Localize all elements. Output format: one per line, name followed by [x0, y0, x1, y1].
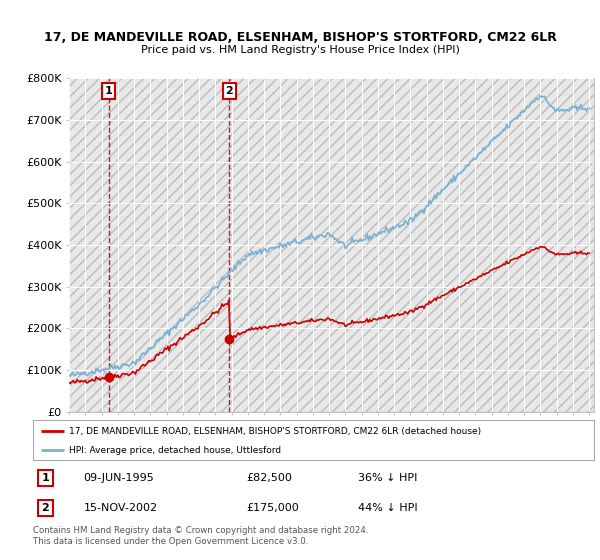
Text: 44% ↓ HPI: 44% ↓ HPI	[358, 503, 418, 513]
Text: 36% ↓ HPI: 36% ↓ HPI	[358, 473, 418, 483]
Text: 17, DE MANDEVILLE ROAD, ELSENHAM, BISHOP'S STORTFORD, CM22 6LR: 17, DE MANDEVILLE ROAD, ELSENHAM, BISHOP…	[44, 31, 556, 44]
Text: 1: 1	[105, 86, 113, 96]
Text: £82,500: £82,500	[246, 473, 292, 483]
Bar	[69, 78, 594, 412]
Text: 15-NOV-2002: 15-NOV-2002	[83, 503, 158, 513]
Text: 2: 2	[226, 86, 233, 96]
Text: 09-JUN-1995: 09-JUN-1995	[83, 473, 154, 483]
Text: 2: 2	[41, 503, 49, 513]
Text: Price paid vs. HM Land Registry's House Price Index (HPI): Price paid vs. HM Land Registry's House …	[140, 45, 460, 55]
Text: Contains HM Land Registry data © Crown copyright and database right 2024.
This d: Contains HM Land Registry data © Crown c…	[33, 526, 368, 546]
Text: £175,000: £175,000	[246, 503, 299, 513]
Text: 17, DE MANDEVILLE ROAD, ELSENHAM, BISHOP'S STORTFORD, CM22 6LR (detached house): 17, DE MANDEVILLE ROAD, ELSENHAM, BISHOP…	[70, 427, 482, 436]
Text: HPI: Average price, detached house, Uttlesford: HPI: Average price, detached house, Uttl…	[70, 446, 281, 455]
Text: 1: 1	[41, 473, 49, 483]
